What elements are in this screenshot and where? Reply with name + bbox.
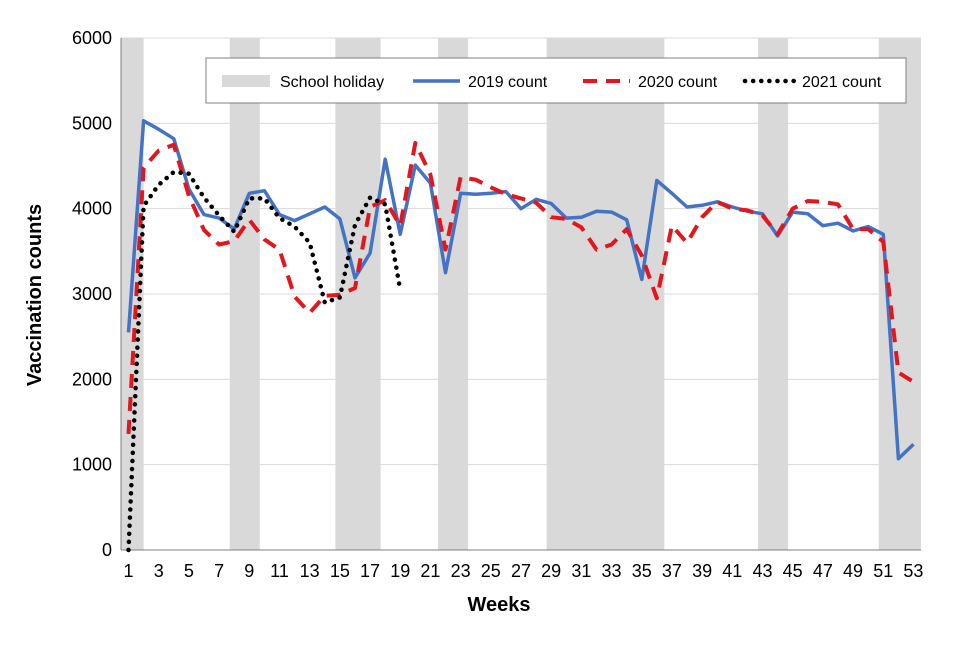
x-tick-label: 23 xyxy=(451,561,471,581)
x-tick-label: 47 xyxy=(813,561,833,581)
series-line-2021-count xyxy=(126,169,403,553)
y-tick-label: 5000 xyxy=(72,113,112,133)
y-tick-label: 6000 xyxy=(72,28,112,48)
x-tick-label: 13 xyxy=(300,561,320,581)
x-tick-label: 11 xyxy=(270,561,289,581)
x-tick-label: 33 xyxy=(602,561,622,581)
x-tick-label: 43 xyxy=(752,561,772,581)
x-tick-label: 37 xyxy=(662,561,682,581)
legend-label-2019: 2019 count xyxy=(468,74,548,91)
x-tick-label: 1 xyxy=(124,561,134,581)
x-tick-label: 35 xyxy=(632,561,652,581)
x-tick-label: 49 xyxy=(843,561,863,581)
x-tick-label: 9 xyxy=(244,561,254,581)
x-tick-labels: 1 3 5 7 9 11 13 15 17 19 21 23 25 27 29 31 33 35 37 39 41 43 4… xyxy=(124,561,924,581)
y-tick-label: 3000 xyxy=(72,284,112,304)
y-tick-label: 4000 xyxy=(72,199,112,219)
y-axis-title: Vaccination counts xyxy=(24,204,46,386)
y-tick-label: 2000 xyxy=(72,369,112,389)
x-tick-label: 7 xyxy=(214,561,224,581)
x-tick-label: 29 xyxy=(541,561,561,581)
x-axis-title: Weeks xyxy=(467,594,530,616)
legend-swatch-school-holiday xyxy=(222,75,270,87)
series-lines xyxy=(126,119,915,553)
x-tick-label: 27 xyxy=(511,561,531,581)
legend-box xyxy=(205,57,907,104)
x-tick-label: 21 xyxy=(420,561,440,581)
x-tick-label: 25 xyxy=(481,561,501,581)
x-tick-label: 19 xyxy=(390,561,410,581)
y-tick-label: 1000 xyxy=(72,455,112,475)
x-tick-label: 15 xyxy=(330,561,350,581)
x-tick-label: 45 xyxy=(783,561,803,581)
x-tick-label: 53 xyxy=(903,561,923,581)
x-tick-label: 39 xyxy=(692,561,712,581)
legend-label-2020: 2020 count xyxy=(638,74,718,91)
x-tick-label: 41 xyxy=(722,561,742,581)
legend-label-2021: 2021 count xyxy=(802,74,882,91)
series-line-2020-count xyxy=(126,141,915,435)
x-tick-label: 31 xyxy=(571,561,591,581)
x-tick-label: 51 xyxy=(873,561,893,581)
x-tick-label: 3 xyxy=(154,561,164,581)
y-tick-labels: 0 1000 2000 3000 4000 5000 6000 xyxy=(72,28,112,560)
x-tick-label: 5 xyxy=(184,561,194,581)
axes xyxy=(120,38,921,551)
y-tick-label: 0 xyxy=(102,540,112,560)
legend: School holiday 2019 count 2020 count 202… xyxy=(205,57,907,104)
x-tick-label: 17 xyxy=(360,561,380,581)
legend-label-school-holiday: School holiday xyxy=(280,74,384,91)
